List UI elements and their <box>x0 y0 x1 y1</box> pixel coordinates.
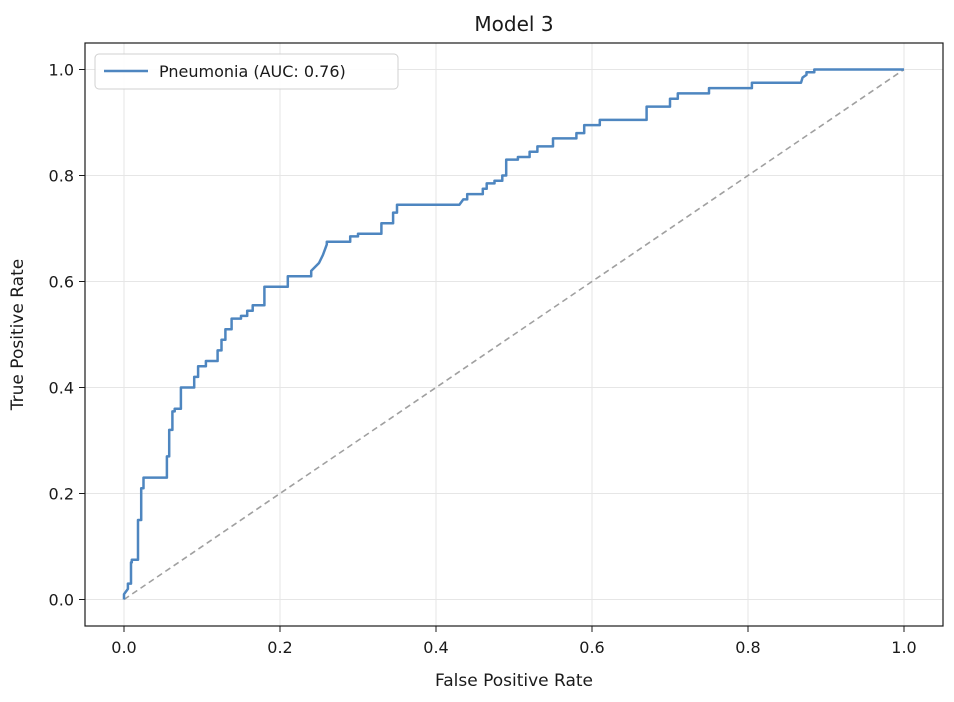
x-axis-title: False Positive Rate <box>435 671 593 691</box>
x-tick-label: 0.4 <box>423 638 448 657</box>
y-tick-label: 1.0 <box>49 61 74 80</box>
chart-title: Model 3 <box>474 12 553 36</box>
y-tick-label: 0.8 <box>49 167 74 186</box>
x-tick-label: 0.2 <box>267 638 292 657</box>
reference-line-layer <box>123 68 905 601</box>
series-layer <box>122 68 904 600</box>
x-tick-label: 1.0 <box>891 638 916 657</box>
axis-ticks: 0.0 0.2 0.4 0.6 0.8 1.0 0.0 0.2 0.4 0.6 0.8 1.0 <box>49 61 917 658</box>
y-tick-label: 0.2 <box>49 485 74 504</box>
y-tick-label: 0.6 <box>49 273 74 292</box>
x-tick-label: 0.0 <box>111 638 136 657</box>
legend-label: Pneumonia (AUC: 0.76) <box>159 62 346 81</box>
x-tick-label: 0.8 <box>735 638 760 657</box>
roc-curve-pneumonia <box>122 68 904 600</box>
y-axis-title: True Positive Rate <box>8 259 28 411</box>
legend-box <box>94 53 399 90</box>
legend: Pneumonia (AUC: 0.76) <box>94 53 399 90</box>
plot-frame <box>84 42 944 627</box>
y-tick-label: 0.0 <box>49 591 74 610</box>
y-tick-label: 0.4 <box>49 379 74 398</box>
chance-reference-line <box>123 68 905 601</box>
x-tick-label: 0.6 <box>579 638 604 657</box>
